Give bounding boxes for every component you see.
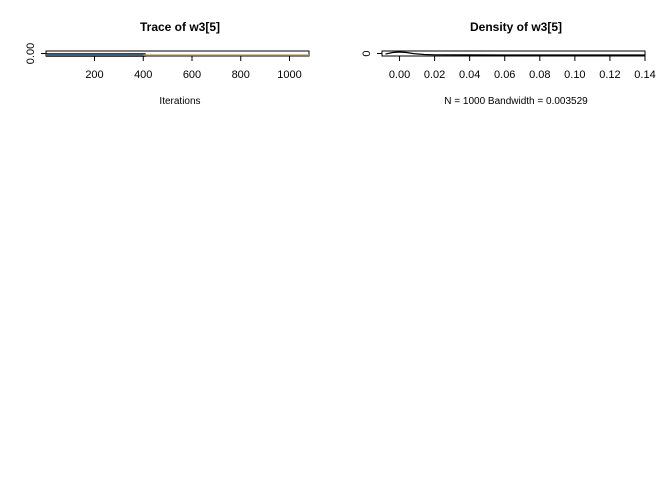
trace-title: Trace of w3[5] (140, 20, 220, 34)
density-series-line (385, 51, 645, 56)
trace-panel: Trace of w3[5] 200 400 600 800 1000 0.00 Ite… (25, 20, 310, 107)
trace-x-axis: 200 400 600 800 1000 (85, 56, 302, 81)
density-x-tick-label: 0.12 (599, 69, 620, 81)
density-title: Density of w3[5] (470, 20, 562, 34)
density-panel: Density of w3[5] 0.00 0.02 0.04 0.06 0.08 0.1… (361, 20, 656, 107)
trace-y-tick-label: 0.00 (25, 43, 37, 64)
trace-x-label: Iterations (159, 96, 200, 107)
trace-x-tick-label: 800 (232, 69, 250, 81)
density-x-label: N = 1000 Bandwidth = 0.003529 (444, 96, 588, 107)
density-x-tick-label: 0.02 (424, 69, 445, 81)
trace-x-tick-label: 600 (183, 69, 201, 81)
density-series-group (385, 51, 645, 56)
trace-x-tick-label: 400 (134, 69, 152, 81)
density-x-tick-label: 0.10 (564, 69, 585, 81)
density-y-axis: 0 (361, 50, 382, 57)
density-x-tick-label: 0.00 (389, 69, 410, 81)
density-x-tick-label: 0.06 (494, 69, 515, 81)
trace-x-tick-label: 1000 (277, 69, 301, 81)
density-x-tick-label: 0.04 (459, 69, 480, 81)
trace-x-tick-label: 200 (85, 69, 103, 81)
density-y-tick-label: 0 (361, 50, 373, 56)
density-x-tick-label: 0.08 (529, 69, 550, 81)
trace-y-axis: 0.00 (25, 43, 46, 64)
density-x-tick-label: 0.14 (634, 69, 655, 81)
density-x-axis: 0.00 0.02 0.04 0.06 0.08 0.10 0.12 0.14 (389, 56, 656, 81)
